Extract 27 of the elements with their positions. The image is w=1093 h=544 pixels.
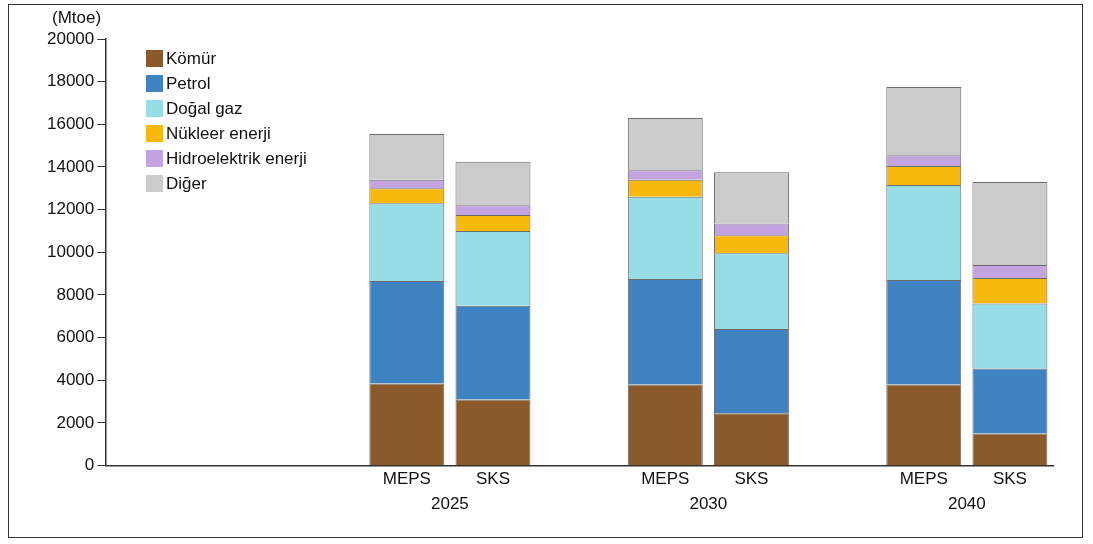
text: 2025 (430, 493, 469, 513)
y-tick-label: 4000 (56, 369, 95, 389)
text: 2030 (689, 493, 728, 513)
legend-label: Hidroelektrik enerji (166, 148, 307, 169)
x-tick-label: SKS (992, 469, 1027, 489)
legend-label: Diğer (166, 173, 207, 194)
y-tick-label: 18000 (46, 71, 95, 91)
legend-label: Nükleer enerji (166, 123, 271, 144)
x-tick-label: MEPS (382, 469, 431, 489)
y-tick-label: 14000 (46, 156, 95, 176)
y-tick-label: 0 (84, 455, 95, 475)
y-tick-label: 2000 (56, 412, 95, 432)
y-tick-label: 16000 (46, 114, 95, 134)
x-tick-label: SKS (475, 469, 510, 489)
legend-label: Doğal gaz (166, 98, 243, 119)
y-tick-label: 6000 (56, 327, 95, 347)
y-tick-label: 8000 (56, 284, 95, 304)
legend-label: Petrol (166, 73, 211, 94)
y-axis-title: (Mtoe) (52, 8, 102, 28)
y-tick-label: 12000 (46, 199, 95, 219)
legend-label: Kömür (166, 48, 217, 69)
x-tick-label: MEPS (899, 469, 948, 489)
y-tick-label: 10000 (46, 241, 95, 261)
y-tick-label: 20000 (46, 28, 95, 48)
text: 2040 (947, 493, 986, 513)
x-tick-label: SKS (734, 469, 769, 489)
x-tick-label: MEPS (641, 469, 690, 489)
